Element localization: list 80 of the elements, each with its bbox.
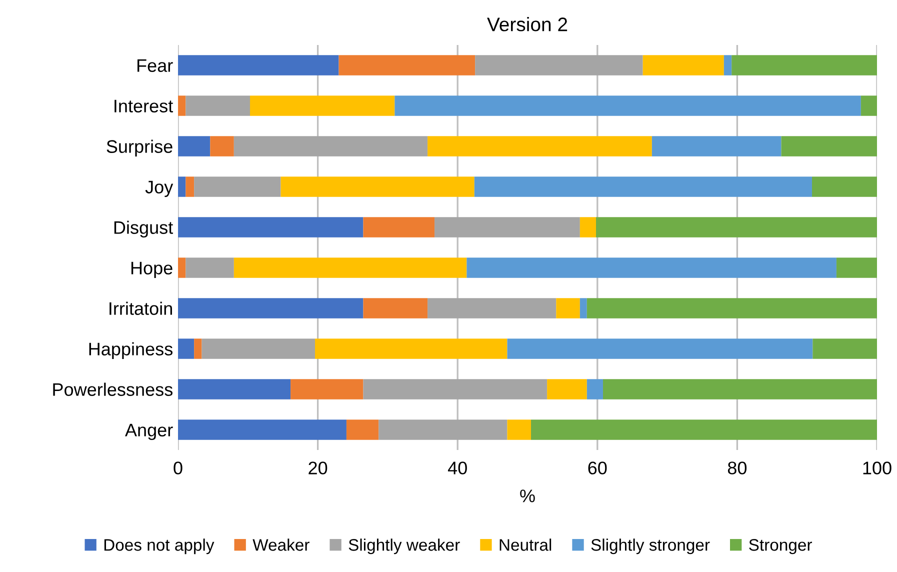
bar — [836, 258, 877, 278]
bar — [338, 55, 476, 76]
bar — [194, 176, 281, 197]
x-axis-title: % — [520, 490, 535, 502]
legend-label: Slightly stronger — [591, 538, 710, 554]
legend-label: Weaker — [252, 538, 310, 551]
bar — [812, 176, 877, 197]
legend-label: Stronger — [749, 539, 812, 554]
bar — [781, 136, 877, 156]
bar — [315, 338, 508, 359]
bar — [652, 136, 782, 156]
bar — [363, 298, 428, 318]
y-tick-label: Irritatoin — [110, 302, 172, 315]
bar — [378, 420, 508, 440]
y-tick-label: Disgust — [114, 220, 174, 238]
x-tick-label: 0 — [174, 462, 182, 474]
bar — [596, 217, 877, 238]
bar — [178, 258, 186, 278]
bar — [186, 176, 194, 197]
bar — [602, 379, 877, 400]
bar — [580, 217, 596, 238]
bar — [475, 55, 643, 76]
bar — [186, 96, 250, 116]
chart-title: Version 2 — [487, 17, 568, 32]
bar — [586, 379, 603, 400]
bar — [434, 217, 580, 238]
bar — [363, 379, 548, 400]
bar — [178, 338, 194, 359]
bar — [178, 176, 186, 197]
x-tick-label: 80 — [728, 462, 747, 474]
x-tick-label: 40 — [448, 462, 467, 474]
y-tick-label: Hope — [131, 262, 172, 278]
bar — [474, 176, 812, 197]
bar — [394, 96, 861, 116]
y-tick-label: Fear — [138, 59, 173, 72]
bar — [507, 338, 813, 359]
bar — [586, 298, 877, 318]
bar — [428, 136, 652, 156]
y-tick-label: Interest — [114, 100, 174, 112]
y-tick-label: Joy — [145, 180, 174, 198]
bar — [178, 379, 291, 400]
y-tick-label: Happiness — [89, 342, 172, 360]
bar — [812, 338, 877, 359]
bar — [178, 136, 210, 156]
bar — [194, 338, 202, 359]
bar — [346, 420, 379, 440]
bar — [580, 298, 587, 318]
bar — [860, 96, 877, 116]
bar — [556, 298, 580, 318]
bar — [732, 55, 877, 76]
x-tick-label: 60 — [588, 462, 607, 474]
x-tick-label: 20 — [308, 462, 328, 474]
bar — [642, 55, 724, 76]
y-tick-label: Anger — [125, 424, 173, 440]
bar — [178, 420, 346, 440]
bar — [250, 96, 395, 116]
bar — [466, 258, 836, 278]
bar — [178, 55, 339, 76]
legend-label: Slightly weaker — [348, 538, 460, 554]
bar — [202, 338, 316, 359]
bar — [428, 298, 556, 318]
bar — [178, 298, 364, 318]
x-tick-label: 100 — [863, 462, 892, 474]
bar — [178, 217, 364, 238]
y-tick-label: Surprise — [106, 140, 172, 157]
legend-label: Neutral — [500, 538, 552, 551]
bar — [547, 379, 587, 400]
bar — [186, 258, 234, 278]
bar — [724, 55, 732, 76]
bar — [234, 136, 428, 156]
legend-label: Does not apply — [104, 538, 214, 554]
bar — [234, 258, 467, 278]
bar — [280, 176, 474, 197]
bar — [507, 420, 531, 440]
bar — [178, 96, 186, 116]
bar — [530, 420, 877, 440]
bar — [210, 136, 234, 156]
bar — [290, 379, 364, 400]
bar — [363, 217, 435, 238]
y-tick-label: Powerlessness — [53, 382, 172, 396]
